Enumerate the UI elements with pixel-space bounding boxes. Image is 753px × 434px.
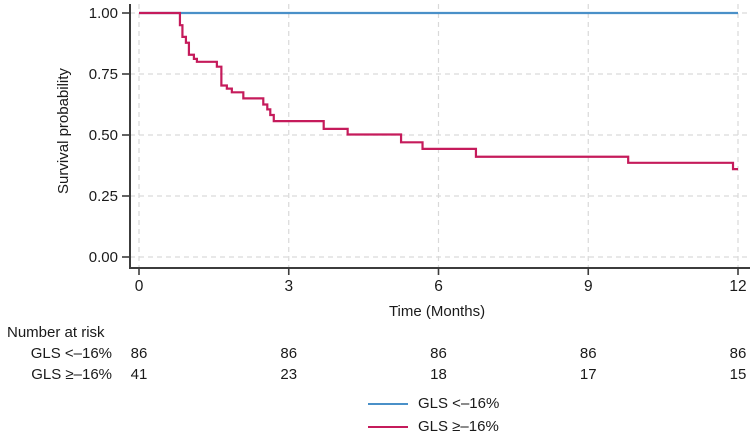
risk-row-label-gls-lt-16: GLS <–16%	[30, 345, 112, 362]
km-plot-canvas: 1.00 0.75 0.50 0.25 0.00 0 3 6 9 12 86 86 86 86 86 41 23…	[89, 4, 750, 383]
x-tick-label: 3	[284, 278, 293, 295]
y-tick-label: 0.50	[89, 127, 118, 144]
risk-value: 86	[280, 345, 297, 362]
y-tick-label: 0.00	[89, 249, 118, 266]
y-tick-label: 0.75	[89, 66, 118, 83]
survival-curve-gls-ge-16	[139, 11, 738, 171]
chart-legend: GLS <–16% GLS ≥–16%	[368, 392, 499, 434]
y-tick-label: 1.00	[89, 5, 118, 22]
x-tick-label: 12	[729, 278, 746, 295]
legend-line-swatch-red	[368, 425, 408, 428]
legend-label-gls-ge-16: GLS ≥–16%	[418, 418, 499, 434]
legend-line-swatch-blue	[368, 402, 408, 405]
legend-label-gls-lt-16: GLS <–16%	[418, 395, 500, 412]
legend-item-gls-lt-16: GLS <–16%	[368, 392, 499, 415]
risk-value: 41	[131, 366, 148, 383]
risk-value: 23	[280, 366, 297, 383]
risk-value: 86	[131, 345, 148, 362]
x-tick-label: 0	[135, 278, 144, 295]
risk-value: 15	[730, 366, 747, 383]
legend-item-gls-ge-16: GLS ≥–16%	[368, 415, 499, 434]
risk-table-title: Number at risk	[7, 324, 105, 341]
x-axis-title: Time (Months)	[388, 303, 486, 320]
risk-value: 17	[580, 366, 597, 383]
risk-value: 86	[730, 345, 747, 362]
risk-value: 86	[580, 345, 597, 362]
x-tick-label: 6	[434, 278, 443, 295]
x-tick-label: 9	[584, 278, 593, 295]
risk-value: 86	[430, 345, 447, 362]
y-tick-label: 0.25	[89, 188, 118, 205]
risk-value: 18	[430, 366, 447, 383]
risk-row-label-gls-ge-16: GLS ≥–16%	[31, 366, 112, 383]
